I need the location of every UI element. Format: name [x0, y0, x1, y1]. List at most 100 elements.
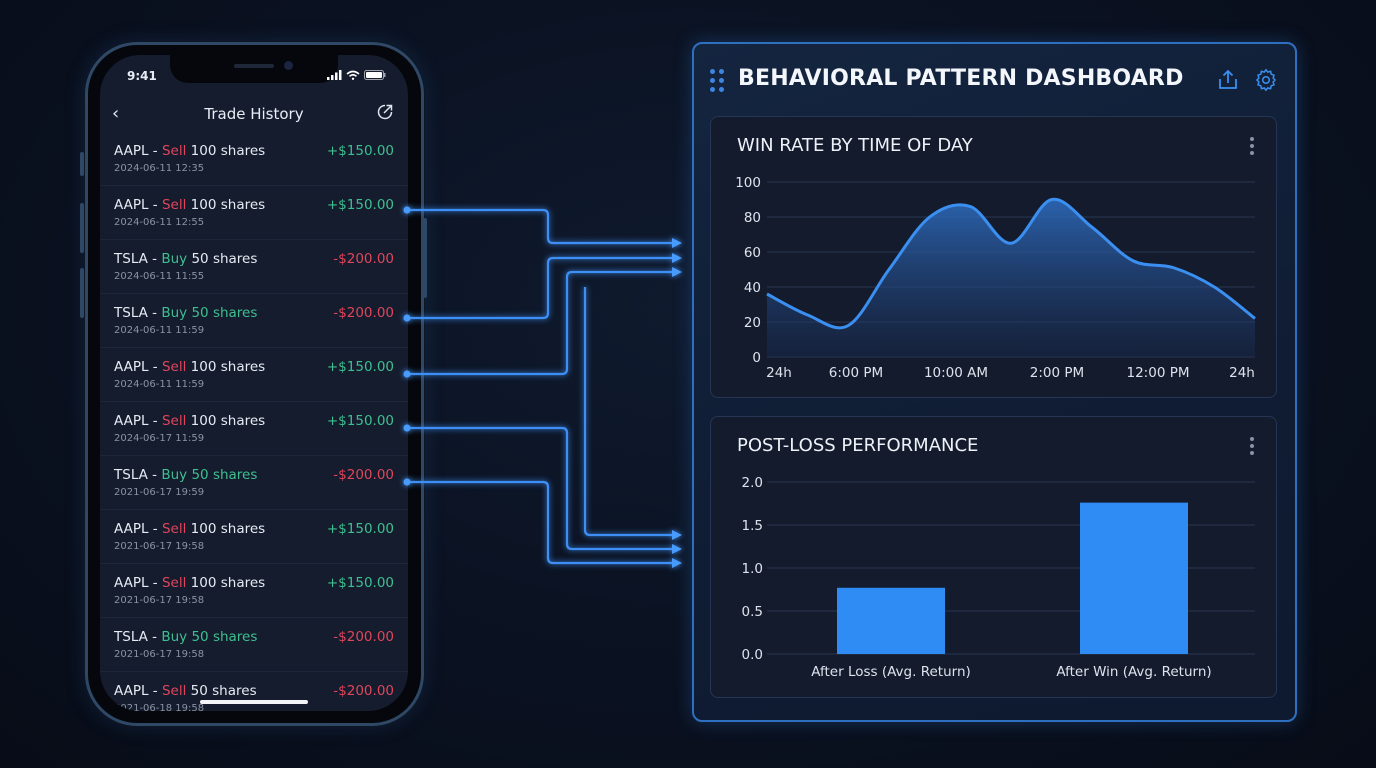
trade-row[interactable]: TSLA - Buy 50 shares 2024-06-11 11:55 -$20… [100, 240, 408, 294]
connector-line [407, 480, 672, 565]
separator: - [147, 629, 162, 645]
post-loss-card: POST-LOSS PERFORMANCE 0.0 0.5 1.0 1.5 2.0 Aft… [710, 416, 1277, 698]
trade-amount: -$200.00 [333, 251, 394, 267]
trade-description: TSLA - Buy 50 shares [114, 305, 257, 321]
series-line [766, 197, 1256, 330]
win-rate-chart: 0 20 40 60 80 100 24h 6:00 PM 10:00 AM 2:00 PM 12:… [735, 175, 1256, 381]
phone-power-button [423, 218, 427, 298]
y-tick-label: 0 [752, 350, 761, 366]
separator: - [148, 521, 162, 537]
kebab-menu-icon[interactable] [1250, 437, 1254, 455]
card-title: WIN RATE BY TIME OF DAY [737, 135, 973, 156]
connector-dot [403, 314, 411, 322]
trade-row[interactable]: AAPL - Sell 100 shares 2021-06-17 19:58 +$… [100, 564, 408, 618]
trade-description: AAPL - Sell 100 shares [114, 197, 265, 213]
trade-side: Sell [161, 521, 187, 537]
trade-quantity: 100 shares [190, 197, 266, 213]
kebab-menu-icon[interactable] [1250, 137, 1254, 155]
trade-row[interactable]: AAPL - Sell 100 shares 2024-06-17 11:59 +$… [100, 402, 408, 456]
speaker [234, 64, 274, 68]
trade-description: AAPL - Sell 100 shares [114, 143, 265, 159]
home-indicator[interactable] [200, 700, 308, 704]
x-category-label: After Loss (Avg. Return) [811, 664, 971, 680]
connector-line [407, 256, 672, 320]
trade-amount: -$200.00 [333, 683, 394, 699]
arrow-head [672, 558, 682, 568]
x-tick-label: 12:00 PM [1127, 365, 1190, 381]
trade-date: 2024-06-11 11:59 [114, 325, 205, 336]
connector-line [407, 270, 672, 376]
trade-description: AAPL - Sell 50 shares [114, 683, 257, 699]
gear-icon[interactable] [1254, 68, 1278, 92]
trade-date: 2024-06-11 11:59 [114, 379, 205, 390]
trade-description: AAPL - Sell 100 shares [114, 575, 265, 591]
separator: - [148, 413, 162, 429]
trade-row[interactable]: AAPL - Sell 100 shares 2021-06-17 19:58 +$… [100, 510, 408, 564]
trade-quantity: 100 shares [190, 143, 266, 159]
camera [284, 61, 293, 70]
trade-date: 2021-06-18 19:58 [114, 703, 205, 711]
trade-side: Sell [161, 683, 187, 699]
drag-handle-icon[interactable] [710, 69, 724, 92]
post-loss-chart: 0.0 0.5 1.0 1.5 2.0 After Loss (Avg. Return) A… [742, 475, 1255, 680]
trade-symbol: AAPL [114, 413, 149, 429]
trade-description: TSLA - Buy 50 shares [114, 251, 257, 267]
trade-quantity: 100 shares [190, 521, 266, 537]
trade-row[interactable]: TSLA - Buy 50 shares 2021-06-17 19:58 -$20… [100, 618, 408, 672]
trade-row[interactable]: AAPL - Sell 50 shares 2021-06-18 19:58 -$2… [100, 672, 408, 711]
y-tick-label: 2.0 [742, 475, 763, 491]
separator: - [148, 359, 162, 375]
phone-notch [170, 55, 338, 83]
x-tick-label: 10:00 AM [924, 365, 988, 381]
trade-amount: -$200.00 [333, 467, 394, 483]
trade-symbol: AAPL [114, 359, 149, 375]
trade-description: TSLA - Buy 50 shares [114, 467, 257, 483]
trade-side: Buy [161, 305, 188, 321]
arrow-head [672, 238, 682, 248]
trade-amount: +$150.00 [326, 359, 394, 375]
separator: - [148, 143, 162, 159]
trade-quantity: 100 shares [190, 413, 266, 429]
trade-symbol: AAPL [114, 197, 149, 213]
y-tick-label: 40 [744, 280, 761, 296]
trade-row[interactable]: AAPL - Sell 100 shares 2024-06-11 12:55 +$… [100, 186, 408, 240]
trade-date: 2024-06-17 11:59 [114, 433, 205, 444]
trade-side: Sell [161, 359, 187, 375]
trade-symbol: TSLA [114, 629, 148, 645]
arrow-head [672, 544, 682, 554]
y-tick-label: 1.0 [742, 561, 763, 577]
phone-volume-up [80, 203, 84, 253]
trade-symbol: TSLA [114, 305, 148, 321]
trade-amount: +$150.00 [326, 413, 394, 429]
trade-amount: +$150.00 [326, 575, 394, 591]
trade-description: AAPL - Sell 100 shares [114, 521, 265, 537]
trade-quantity: 50 shares [191, 467, 258, 483]
separator: - [148, 575, 162, 591]
trade-symbol: AAPL [114, 143, 149, 159]
trade-quantity: 50 shares [190, 683, 257, 699]
arrow-head [672, 267, 682, 277]
trade-quantity: 50 shares [191, 629, 258, 645]
status-time: 9:41 [127, 69, 157, 83]
trade-row[interactable]: TSLA - Buy 50 shares 2024-06-11 11:59 -$20… [100, 294, 408, 348]
export-icon[interactable] [1216, 68, 1240, 92]
connector-line [407, 208, 672, 245]
trade-row[interactable]: TSLA - Buy 50 shares 2021-06-17 19:59 -$20… [100, 456, 408, 510]
phone-mute-switch [80, 152, 84, 176]
external-link-icon[interactable] [376, 103, 394, 121]
trade-symbol: AAPL [114, 575, 149, 591]
trade-row[interactable]: AAPL - Sell 100 shares 2024-06-11 12:35 +$… [100, 132, 408, 186]
y-tick-label: 100 [735, 175, 761, 191]
trade-row[interactable]: AAPL - Sell 100 shares 2024-06-11 11:59 +$… [100, 348, 408, 402]
x-category-label: After Win (Avg. Return) [1056, 664, 1211, 680]
trade-side: Sell [161, 413, 187, 429]
connector-dot [403, 478, 411, 486]
trade-description: AAPL - Sell 100 shares [114, 413, 265, 429]
bar [837, 587, 945, 654]
separator: - [148, 683, 162, 699]
trade-date: 2024-06-11 12:35 [114, 163, 205, 174]
x-tick-label: 2:00 PM [1030, 365, 1084, 381]
trade-date: 2024-06-11 12:55 [114, 217, 205, 228]
connector-line [407, 426, 672, 551]
chevron-left-icon[interactable]: ‹ [112, 103, 120, 124]
